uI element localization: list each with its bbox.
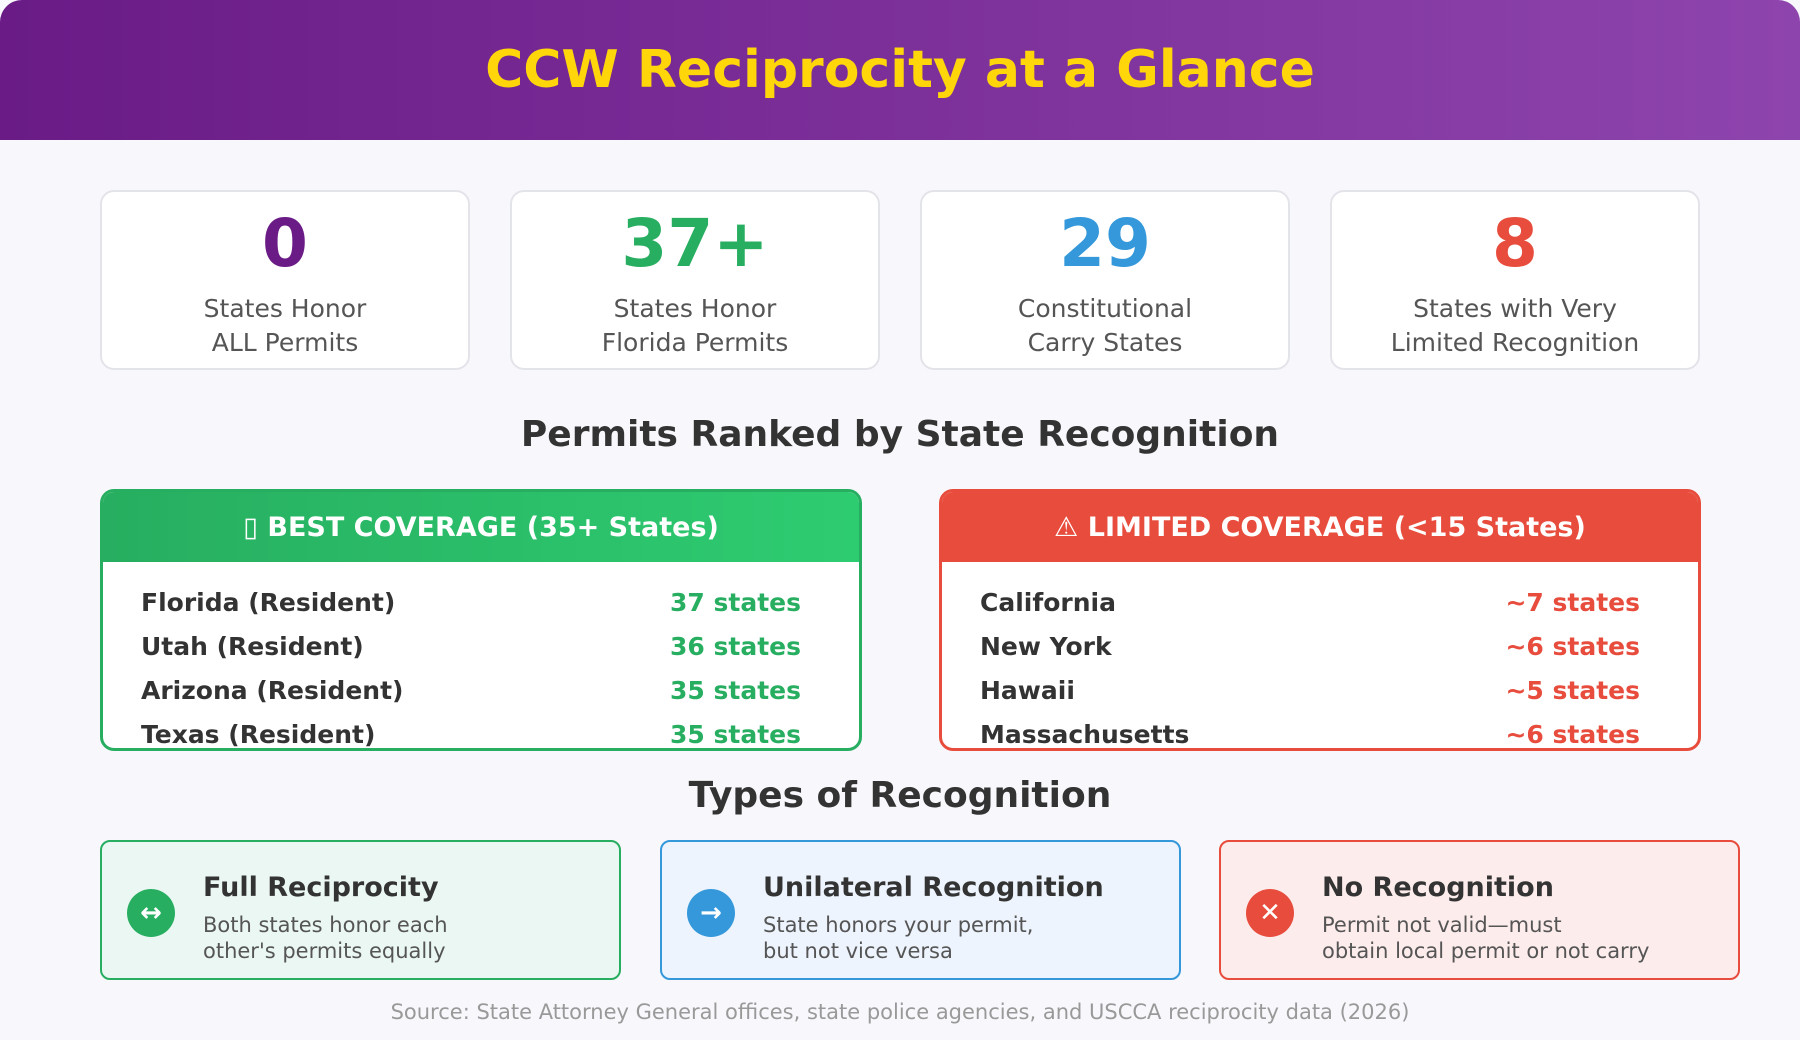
permit-name: Florida (Resident) <box>141 587 396 617</box>
stat-value: 29 <box>1059 205 1151 282</box>
page-title: CCW Reciprocity at a Glance <box>485 40 1315 100</box>
header-banner: CCW Reciprocity at a Glance <box>0 0 1800 140</box>
section-title-types: Types of Recognition <box>688 775 1112 816</box>
permit-count: 35 states <box>670 719 801 749</box>
list-item: New York ~6 states <box>942 624 1698 668</box>
permit-count: 35 states <box>670 675 801 705</box>
limited-coverage-panel: ⚠ LIMITED COVERAGE (<15 States) Californ… <box>939 489 1701 751</box>
type-card-unilateral: → Unilateral Recognition State honors your… <box>660 840 1181 980</box>
permit-count: ~7 states <box>1505 587 1640 617</box>
limited-coverage-header: ⚠ LIMITED COVERAGE (<15 States) <box>942 492 1698 562</box>
permit-count: ~5 states <box>1505 675 1640 705</box>
permit-name: California <box>980 587 1116 617</box>
permit-count: ~6 states <box>1505 719 1640 749</box>
stat-card: 37+ States Honor Florida Permits <box>510 190 880 370</box>
type-description: State honors your permit, but not vice v… <box>763 913 1034 963</box>
type-title: Unilateral Recognition <box>763 872 1104 903</box>
permit-count: ~6 states <box>1505 631 1640 661</box>
type-description: Permit not valid—must obtain local permi… <box>1322 913 1650 963</box>
permit-name: New York <box>980 631 1112 661</box>
stat-label: States Honor Florida Permits <box>601 294 789 357</box>
type-description: Both states honor each other's permits e… <box>203 913 448 963</box>
stat-card: 0 States Honor ALL Permits <box>100 190 470 370</box>
list-item: Florida (Resident) 37 states <box>103 580 859 624</box>
list-item: Massachusetts ~6 states <box>942 712 1698 749</box>
best-coverage-panel: ▯ BEST COVERAGE (35+ States) Florida (Re… <box>100 489 862 751</box>
list-item: Arizona (Resident) 35 states <box>103 668 859 712</box>
list-item: Texas (Resident) 35 states <box>103 712 859 749</box>
stat-value: 0 <box>262 205 308 282</box>
permit-count: 37 states <box>670 587 801 617</box>
type-title: No Recognition <box>1322 872 1554 903</box>
permit-name: Massachusetts <box>980 719 1190 749</box>
stat-value: 8 <box>1492 205 1538 282</box>
stat-card: 8 States with Very Limited Recognition <box>1330 190 1700 370</box>
source-note: Source: State Attorney General offices, … <box>390 1000 1410 1024</box>
stat-label: States with Very Limited Recognition <box>1390 294 1640 357</box>
arrow-right-icon: → <box>687 889 735 937</box>
stat-label: Constitutional Carry States <box>1017 294 1193 357</box>
stat-label: States Honor ALL Permits <box>203 294 367 357</box>
list-item: California ~7 states <box>942 580 1698 624</box>
best-coverage-header: ▯ BEST COVERAGE (35+ States) <box>103 492 859 562</box>
permit-name: Utah (Resident) <box>141 631 364 661</box>
double-arrow-icon: ↔ <box>127 889 175 937</box>
section-title-ranked: Permits Ranked by State Recognition <box>520 414 1280 455</box>
type-title: Full Reciprocity <box>203 872 439 903</box>
stat-value: 37+ <box>621 205 769 282</box>
permit-name: Hawaii <box>980 675 1075 705</box>
permit-name: Texas (Resident) <box>141 719 376 749</box>
permit-name: Arizona (Resident) <box>141 675 404 705</box>
x-icon: ✕ <box>1246 889 1294 937</box>
stat-card: 29 Constitutional Carry States <box>920 190 1290 370</box>
list-item: Hawaii ~5 states <box>942 668 1698 712</box>
type-card-full: ↔ Full Reciprocity Both states honor each … <box>100 840 621 980</box>
list-item: Utah (Resident) 36 states <box>103 624 859 668</box>
type-card-none: ✕ No Recognition Permit not valid—must obt… <box>1219 840 1740 980</box>
permit-count: 36 states <box>670 631 801 661</box>
